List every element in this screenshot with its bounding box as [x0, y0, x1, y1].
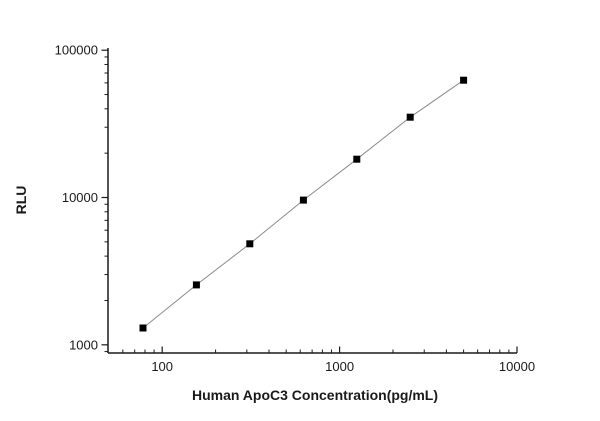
y-tick-label: 1000 — [69, 337, 98, 352]
data-point-marker — [192, 281, 200, 289]
data-point-marker — [353, 155, 361, 163]
y-tick-label: 10000 — [62, 190, 98, 205]
data-point-marker — [406, 113, 414, 121]
y-tick-label: 100000 — [55, 43, 98, 58]
data-point-marker — [139, 324, 147, 332]
x-tick-label: 10000 — [499, 359, 535, 374]
x-axis-title: Human ApoC3 Concentration(pg/mL) — [192, 387, 438, 403]
series-line — [142, 79, 464, 329]
data-series — [139, 76, 468, 332]
data-point-marker — [460, 76, 468, 84]
data-point-marker — [246, 240, 254, 248]
x-tick-label: 100 — [151, 359, 173, 374]
ticks-layer: 100 1000 10000 1000 10000 100000 — [55, 43, 535, 374]
data-point-marker — [299, 196, 307, 204]
x-tick-label: 1000 — [325, 359, 354, 374]
y-axis-title: RLU — [13, 186, 29, 215]
